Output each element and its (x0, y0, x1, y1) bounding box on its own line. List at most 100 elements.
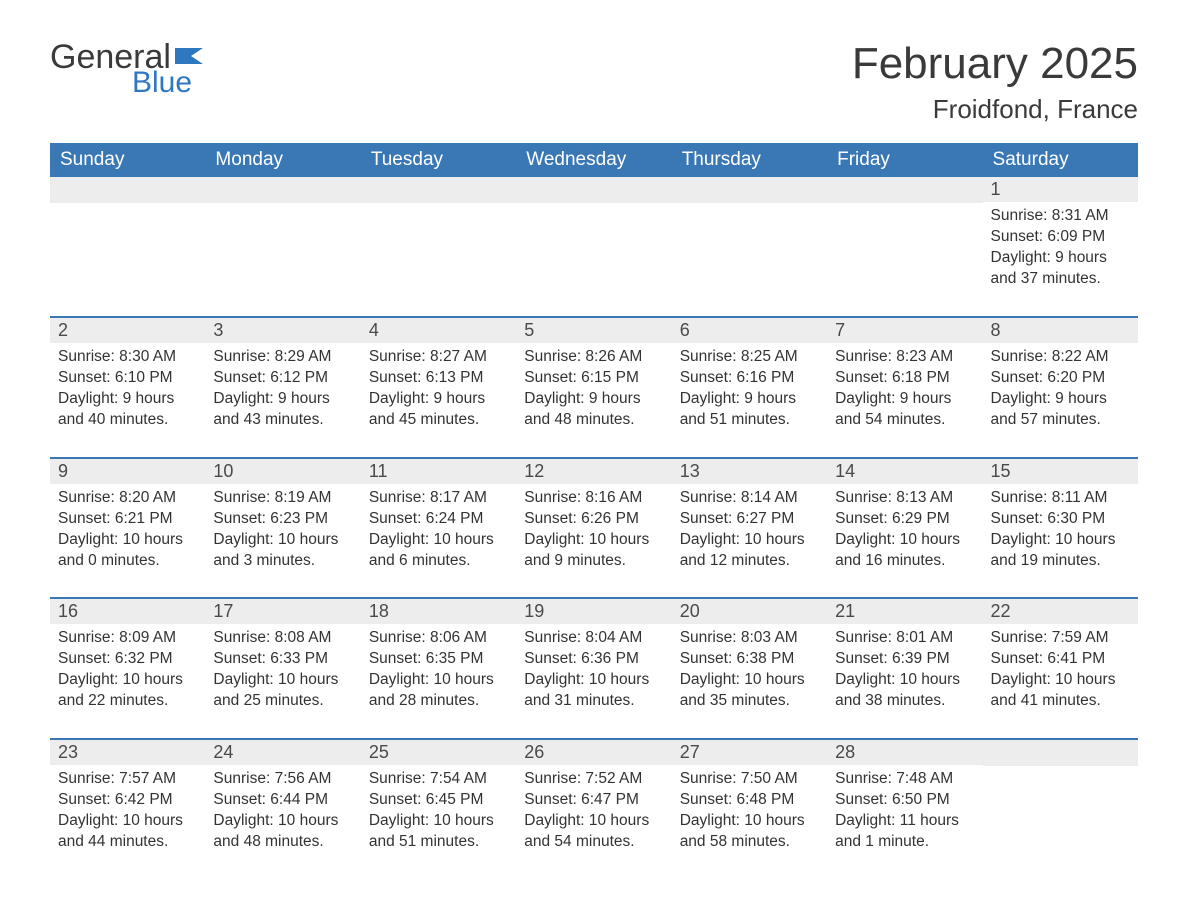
day-number: 4 (361, 318, 516, 343)
daylight-text: Daylight: 10 hours and 35 minutes. (680, 670, 819, 712)
blank-day-label (50, 177, 205, 203)
daylight-text: Daylight: 9 hours and 48 minutes. (524, 389, 663, 431)
day-body: Sunrise: 8:25 AMSunset: 6:16 PMDaylight:… (672, 343, 827, 439)
week-row: 1Sunrise: 8:31 AMSunset: 6:09 PMDaylight… (50, 177, 1138, 298)
day-body: Sunrise: 8:16 AMSunset: 6:26 PMDaylight:… (516, 484, 671, 580)
sunset-text: Sunset: 6:33 PM (213, 649, 352, 670)
sunset-text: Sunset: 6:36 PM (524, 649, 663, 670)
day-cell: 26Sunrise: 7:52 AMSunset: 6:47 PMDayligh… (516, 740, 671, 861)
day-body: Sunrise: 8:09 AMSunset: 6:32 PMDaylight:… (50, 624, 205, 720)
sunset-text: Sunset: 6:09 PM (991, 227, 1130, 248)
day-cell: 2Sunrise: 8:30 AMSunset: 6:10 PMDaylight… (50, 318, 205, 439)
day-cell: 13Sunrise: 8:14 AMSunset: 6:27 PMDayligh… (672, 459, 827, 580)
day-body: Sunrise: 8:11 AMSunset: 6:30 PMDaylight:… (983, 484, 1138, 580)
sunset-text: Sunset: 6:26 PM (524, 509, 663, 530)
day-body: Sunrise: 7:56 AMSunset: 6:44 PMDaylight:… (205, 765, 360, 861)
sunrise-text: Sunrise: 8:14 AM (680, 488, 819, 509)
weekday-header: Sunday (50, 143, 205, 177)
day-number: 2 (50, 318, 205, 343)
day-number: 5 (516, 318, 671, 343)
sunset-text: Sunset: 6:41 PM (991, 649, 1130, 670)
sunrise-text: Sunrise: 8:29 AM (213, 347, 352, 368)
sunset-text: Sunset: 6:12 PM (213, 368, 352, 389)
sunset-text: Sunset: 6:29 PM (835, 509, 974, 530)
daylight-text: Daylight: 10 hours and 54 minutes. (524, 811, 663, 853)
day-number: 14 (827, 459, 982, 484)
sunset-text: Sunset: 6:45 PM (369, 790, 508, 811)
day-number: 20 (672, 599, 827, 624)
sunrise-text: Sunrise: 8:22 AM (991, 347, 1130, 368)
day-number: 11 (361, 459, 516, 484)
daylight-text: Daylight: 10 hours and 3 minutes. (213, 530, 352, 572)
sunrise-text: Sunrise: 8:26 AM (524, 347, 663, 368)
page-header: General Blue February 2025 Froidfond, Fr… (50, 40, 1138, 125)
daylight-text: Daylight: 10 hours and 12 minutes. (680, 530, 819, 572)
day-number: 16 (50, 599, 205, 624)
day-cell: 14Sunrise: 8:13 AMSunset: 6:29 PMDayligh… (827, 459, 982, 580)
day-cell: 4Sunrise: 8:27 AMSunset: 6:13 PMDaylight… (361, 318, 516, 439)
sunrise-text: Sunrise: 8:01 AM (835, 628, 974, 649)
weekday-header-row: SundayMondayTuesdayWednesdayThursdayFrid… (50, 143, 1138, 177)
day-cell: 3Sunrise: 8:29 AMSunset: 6:12 PMDaylight… (205, 318, 360, 439)
day-cell: 10Sunrise: 8:19 AMSunset: 6:23 PMDayligh… (205, 459, 360, 580)
day-body: Sunrise: 7:57 AMSunset: 6:42 PMDaylight:… (50, 765, 205, 861)
sunrise-text: Sunrise: 7:52 AM (524, 769, 663, 790)
sunrise-text: Sunrise: 8:31 AM (991, 206, 1130, 227)
daylight-text: Daylight: 11 hours and 1 minute. (835, 811, 974, 853)
day-body: Sunrise: 8:29 AMSunset: 6:12 PMDaylight:… (205, 343, 360, 439)
sunrise-text: Sunrise: 8:23 AM (835, 347, 974, 368)
month-title: February 2025 (852, 40, 1138, 88)
day-cell: 19Sunrise: 8:04 AMSunset: 6:36 PMDayligh… (516, 599, 671, 720)
day-body: Sunrise: 8:14 AMSunset: 6:27 PMDaylight:… (672, 484, 827, 580)
sunrise-text: Sunrise: 8:09 AM (58, 628, 197, 649)
sunrise-text: Sunrise: 7:56 AM (213, 769, 352, 790)
day-number: 23 (50, 740, 205, 765)
day-cell: 15Sunrise: 8:11 AMSunset: 6:30 PMDayligh… (983, 459, 1138, 580)
day-body: Sunrise: 8:01 AMSunset: 6:39 PMDaylight:… (827, 624, 982, 720)
sunrise-text: Sunrise: 7:57 AM (58, 769, 197, 790)
day-cell: 28Sunrise: 7:48 AMSunset: 6:50 PMDayligh… (827, 740, 982, 861)
day-number: 9 (50, 459, 205, 484)
weekday-header: Tuesday (361, 143, 516, 177)
day-number: 12 (516, 459, 671, 484)
sunset-text: Sunset: 6:44 PM (213, 790, 352, 811)
sunset-text: Sunset: 6:16 PM (680, 368, 819, 389)
sunset-text: Sunset: 6:35 PM (369, 649, 508, 670)
day-body: Sunrise: 7:48 AMSunset: 6:50 PMDaylight:… (827, 765, 982, 861)
day-body: Sunrise: 8:30 AMSunset: 6:10 PMDaylight:… (50, 343, 205, 439)
empty-day-cell (672, 177, 827, 298)
sunset-text: Sunset: 6:20 PM (991, 368, 1130, 389)
day-body: Sunrise: 8:06 AMSunset: 6:35 PMDaylight:… (361, 624, 516, 720)
day-body: Sunrise: 8:27 AMSunset: 6:13 PMDaylight:… (361, 343, 516, 439)
day-number: 8 (983, 318, 1138, 343)
empty-day-cell (50, 177, 205, 298)
sunrise-text: Sunrise: 7:50 AM (680, 769, 819, 790)
daylight-text: Daylight: 10 hours and 0 minutes. (58, 530, 197, 572)
flag-icon (175, 44, 207, 68)
weekday-header: Thursday (672, 143, 827, 177)
day-body: Sunrise: 8:04 AMSunset: 6:36 PMDaylight:… (516, 624, 671, 720)
blank-day-label (205, 177, 360, 203)
empty-day-cell (827, 177, 982, 298)
sunrise-text: Sunrise: 8:19 AM (213, 488, 352, 509)
day-number: 17 (205, 599, 360, 624)
day-cell: 21Sunrise: 8:01 AMSunset: 6:39 PMDayligh… (827, 599, 982, 720)
day-number: 15 (983, 459, 1138, 484)
day-cell: 27Sunrise: 7:50 AMSunset: 6:48 PMDayligh… (672, 740, 827, 861)
weekday-header: Friday (827, 143, 982, 177)
daylight-text: Daylight: 9 hours and 57 minutes. (991, 389, 1130, 431)
daylight-text: Daylight: 9 hours and 40 minutes. (58, 389, 197, 431)
sunrise-text: Sunrise: 8:13 AM (835, 488, 974, 509)
day-cell: 6Sunrise: 8:25 AMSunset: 6:16 PMDaylight… (672, 318, 827, 439)
sunset-text: Sunset: 6:50 PM (835, 790, 974, 811)
day-number: 6 (672, 318, 827, 343)
blank-day-label (516, 177, 671, 203)
blank-day-label (361, 177, 516, 203)
day-number: 21 (827, 599, 982, 624)
day-number: 18 (361, 599, 516, 624)
empty-day-cell (983, 740, 1138, 861)
day-body: Sunrise: 7:59 AMSunset: 6:41 PMDaylight:… (983, 624, 1138, 720)
sunset-text: Sunset: 6:15 PM (524, 368, 663, 389)
week-row: 16Sunrise: 8:09 AMSunset: 6:32 PMDayligh… (50, 597, 1138, 720)
sunrise-text: Sunrise: 8:03 AM (680, 628, 819, 649)
